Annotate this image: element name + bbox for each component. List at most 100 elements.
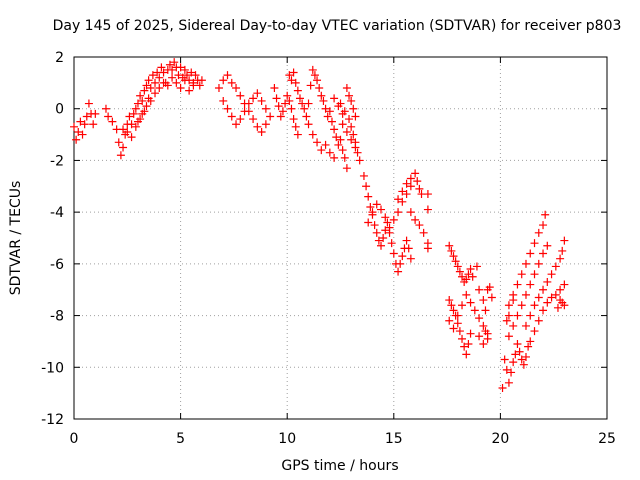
data-point xyxy=(116,151,125,160)
data-point xyxy=(283,91,292,100)
x-tick-label: 20 xyxy=(491,431,509,447)
data-point xyxy=(236,115,245,124)
data-point xyxy=(560,236,569,245)
data-point xyxy=(317,146,326,155)
data-point xyxy=(558,246,567,255)
data-point xyxy=(530,301,539,310)
data-point xyxy=(534,259,543,268)
data-point xyxy=(526,280,535,289)
data-point xyxy=(185,86,194,95)
data-point xyxy=(394,208,403,217)
data-point xyxy=(281,99,290,108)
data-point xyxy=(502,365,511,374)
data-point xyxy=(244,99,253,108)
data-point xyxy=(142,81,151,90)
data-point xyxy=(402,190,411,199)
data-point xyxy=(313,138,322,147)
data-point xyxy=(458,334,467,343)
data-point xyxy=(475,332,484,341)
y-tick-label: 2 xyxy=(55,50,64,66)
data-point xyxy=(334,140,343,149)
data-point xyxy=(308,65,317,74)
data-point xyxy=(462,290,471,299)
data-point xyxy=(404,244,413,253)
data-point xyxy=(517,270,526,279)
data-point xyxy=(330,94,339,103)
data-point xyxy=(364,218,373,227)
data-point xyxy=(291,78,300,87)
data-point xyxy=(455,267,464,276)
data-point xyxy=(347,96,356,105)
data-point xyxy=(345,115,354,124)
data-point xyxy=(168,65,177,74)
data-point xyxy=(475,314,484,323)
data-point xyxy=(140,86,149,95)
data-point xyxy=(513,311,522,320)
data-point xyxy=(159,68,168,77)
data-point xyxy=(104,112,113,121)
data-point xyxy=(310,71,319,80)
data-point xyxy=(521,290,530,299)
data-point xyxy=(338,146,347,155)
data-point xyxy=(338,109,347,118)
data-point xyxy=(144,94,153,103)
data-point xyxy=(453,311,462,320)
y-axis-title: SDTVAR / TECUs xyxy=(8,181,24,296)
data-point xyxy=(313,76,322,85)
data-point xyxy=(114,138,123,147)
data-point xyxy=(551,262,560,271)
data-point xyxy=(383,218,392,227)
data-point xyxy=(125,112,134,121)
data-point xyxy=(174,71,183,80)
data-point xyxy=(163,81,172,90)
data-point xyxy=(219,96,228,105)
data-point xyxy=(306,81,315,90)
data-point xyxy=(543,277,552,286)
data-point xyxy=(458,301,467,310)
data-point xyxy=(415,221,424,230)
data-point xyxy=(157,63,166,72)
data-point xyxy=(447,301,456,310)
data-point xyxy=(78,130,87,139)
data-point xyxy=(131,122,140,131)
data-point xyxy=(449,324,458,333)
data-point xyxy=(372,200,381,209)
data-point xyxy=(460,342,469,351)
data-point xyxy=(197,76,206,85)
data-point xyxy=(214,84,223,93)
data-point xyxy=(513,280,522,289)
data-point xyxy=(513,340,522,349)
data-point xyxy=(189,81,198,90)
data-point xyxy=(142,102,151,111)
data-point xyxy=(504,311,513,320)
data-point xyxy=(293,86,302,95)
data-point xyxy=(249,115,258,124)
data-point xyxy=(547,293,556,302)
data-point xyxy=(266,112,275,121)
data-point xyxy=(261,104,270,113)
data-point xyxy=(370,221,379,230)
data-point xyxy=(464,270,473,279)
y-tick-label: -12 xyxy=(41,412,64,428)
data-point xyxy=(462,350,471,359)
y-tick-label: 0 xyxy=(55,102,64,118)
data-point xyxy=(500,355,509,364)
data-point xyxy=(223,71,232,80)
data-point xyxy=(402,179,411,188)
data-point xyxy=(276,112,285,121)
data-point xyxy=(321,140,330,149)
chart-title: Day 145 of 2025, Sidereal Day-to-day VTE… xyxy=(53,18,622,34)
data-point xyxy=(451,257,460,266)
data-point xyxy=(227,78,236,87)
data-point xyxy=(547,270,556,279)
data-point xyxy=(359,171,368,180)
data-point xyxy=(389,249,398,258)
data-point xyxy=(466,329,475,338)
data-point xyxy=(481,327,490,336)
data-point xyxy=(155,73,164,82)
data-point xyxy=(319,96,328,105)
data-point xyxy=(257,96,266,105)
data-point xyxy=(504,378,513,387)
data-point xyxy=(539,285,548,294)
